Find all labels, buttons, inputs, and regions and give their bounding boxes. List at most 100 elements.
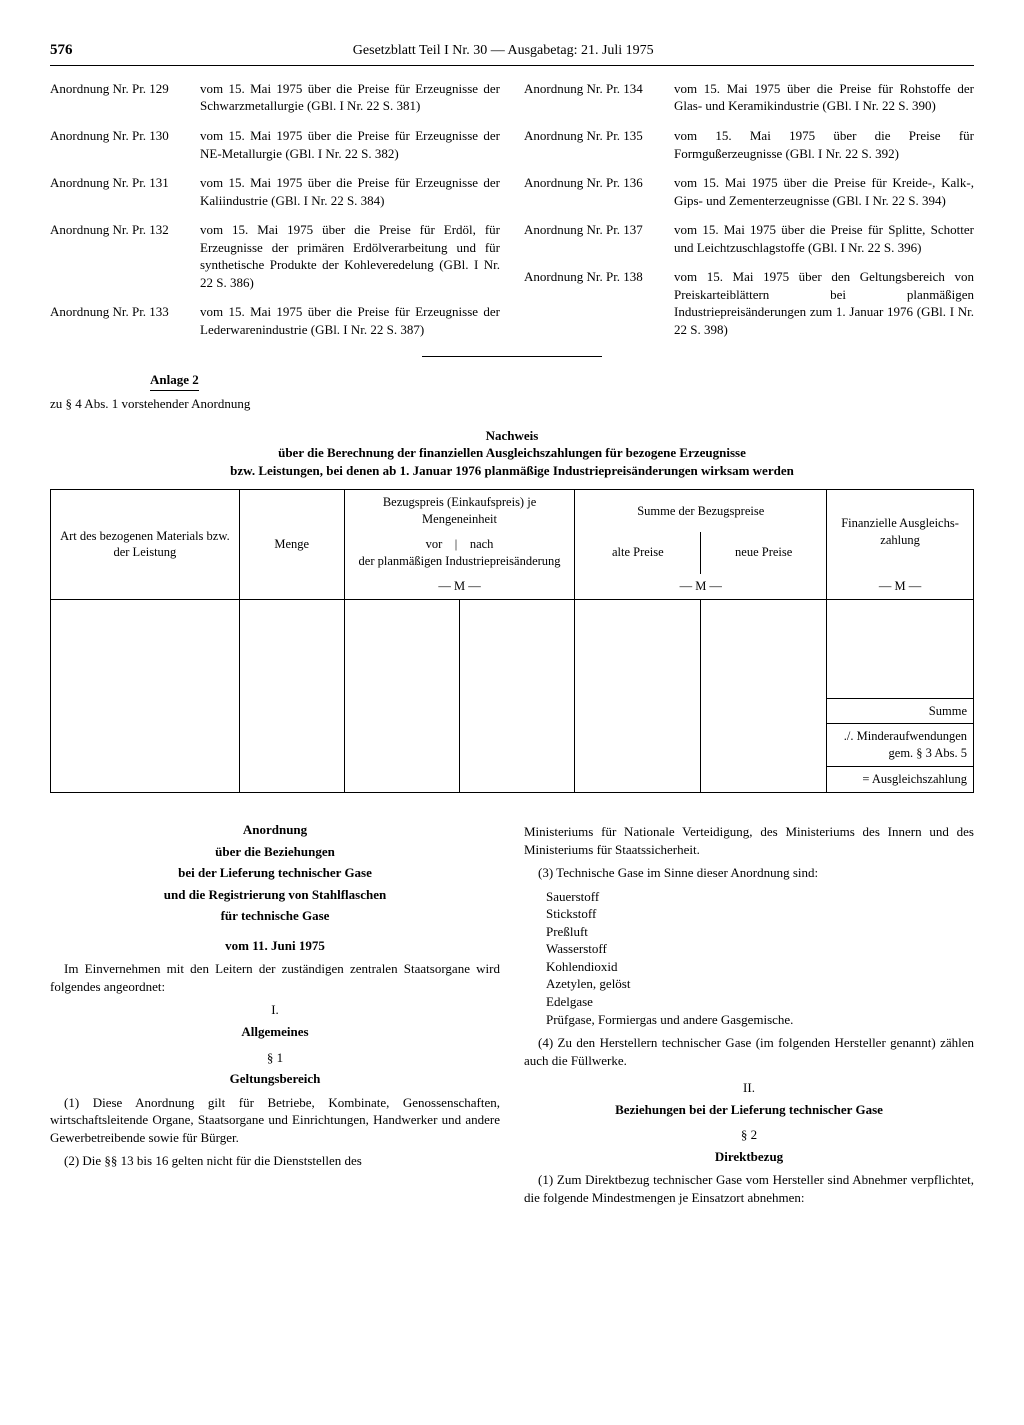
- cell-empty: [575, 599, 701, 793]
- ordinance-label: Anordnung Nr. Pr. 132: [50, 221, 200, 291]
- para1-1: (1) Diese Anordnung gilt für Betriebe, K…: [50, 1094, 500, 1147]
- separator-rule: [422, 356, 602, 357]
- reg-title3: bei der Lieferung technischer Gase: [50, 864, 500, 882]
- ordinance-row: Anordnung Nr. Pr. 133vom 15. Mai 1975 üb…: [50, 303, 500, 338]
- sec-II: II.: [524, 1079, 974, 1097]
- nachweis-sub1: über die Berechnung der finanziellen Aus…: [50, 444, 974, 462]
- cell-empty: [701, 599, 827, 793]
- cell-empty: [827, 599, 974, 698]
- ordinance-label: Anordnung Nr. Pr. 137: [524, 221, 674, 256]
- right-top: Ministeriums für Nationale Verteidigung,…: [524, 823, 974, 858]
- page-number: 576: [50, 40, 73, 60]
- reg-left: Anordnung über die Beziehungen bei der L…: [50, 817, 500, 1212]
- left-column: Anordnung Nr. Pr. 129vom 15. Mai 1975 üb…: [50, 80, 500, 351]
- right-column: Anordnung Nr. Pr. 134vom 15. Mai 1975 üb…: [524, 80, 974, 351]
- gas-item: Sauerstoff: [546, 888, 974, 906]
- ordinance-row: Anordnung Nr. Pr. 138vom 15. Mai 1975 üb…: [524, 268, 974, 338]
- ordinance-text: vom 15. Mai 1975 über die Preise für Erz…: [200, 174, 500, 209]
- ordinance-columns: Anordnung Nr. Pr. 129vom 15. Mai 1975 üb…: [50, 80, 974, 351]
- cell-empty: [344, 599, 459, 793]
- ordinance-row: Anordnung Nr. Pr. 130vom 15. Mai 1975 üb…: [50, 127, 500, 162]
- ordinance-text: vom 15. Mai 1975 über die Preise für Spl…: [674, 221, 974, 256]
- cell-minder: ./. Minder­aufwendungen gem. § 3 Abs. 5: [827, 724, 974, 767]
- th-ausgleich: Finanzielle Ausgleichs­zahlung: [827, 490, 974, 574]
- ordinance-text: vom 15. Mai 1975 über die Preise für Kre…: [674, 174, 974, 209]
- ordinance-label: Anordnung Nr. Pr. 130: [50, 127, 200, 162]
- ordinance-row: Anordnung Nr. Pr. 134vom 15. Mai 1975 üb…: [524, 80, 974, 115]
- reg-date: vom 11. Juni 1975: [50, 937, 500, 955]
- ordinance-label: Anordnung Nr. Pr. 136: [524, 174, 674, 209]
- gas-item: Stickstoff: [546, 905, 974, 923]
- ordinance-text: vom 15. Mai 1975 über die Preise für For…: [674, 127, 974, 162]
- th-alte: alte Preise: [575, 532, 701, 574]
- ordinance-row: Anordnung Nr. Pr. 135vom 15. Mai 1975 üb…: [524, 127, 974, 162]
- ordinance-row: Anordnung Nr. Pr. 131vom 15. Mai 1975 üb…: [50, 174, 500, 209]
- para2-1: (1) Zum Direktbezug technischer Gase vom…: [524, 1171, 974, 1206]
- reg-intro: Im Einvernehmen mit den Leitern der zust…: [50, 960, 500, 995]
- ordinance-text: vom 15. Mai 1975 über den Geltungsbereic…: [674, 268, 974, 338]
- nachweis-title: Nachweis: [50, 427, 974, 445]
- ordinance-label: Anordnung Nr. Pr. 135: [524, 127, 674, 162]
- cell-summe: Summe: [827, 698, 974, 724]
- para1-4: (4) Zu den Herstellern technischer Gase …: [524, 1034, 974, 1069]
- ordinance-row: Anordnung Nr. Pr. 136vom 15. Mai 1975 üb…: [524, 174, 974, 209]
- anlage-sub: zu § 4 Abs. 1 vorstehender Anordnung: [50, 395, 974, 413]
- th-unit-m3: — M —: [827, 574, 974, 599]
- ordinance-label: Anordnung Nr. Pr. 133: [50, 303, 200, 338]
- para1-3: (3) Technische Gase im Sinne dieser Anor…: [524, 864, 974, 882]
- ordinance-label: Anordnung Nr. Pr. 131: [50, 174, 200, 209]
- reg-right: Ministeriums für Nationale Verteidigung,…: [524, 817, 974, 1212]
- reg-title4: und die Registrierung von Stahlflaschen: [50, 886, 500, 904]
- para1-2: (2) Die §§ 13 bis 16 gelten nicht für di…: [50, 1152, 500, 1170]
- ordinance-row: Anordnung Nr. Pr. 132vom 15. Mai 1975 üb…: [50, 221, 500, 291]
- nachweis-sub2: bzw. Leistungen, bei denen ab 1. Januar …: [50, 462, 974, 480]
- reg-title2: über die Beziehungen: [50, 843, 500, 861]
- sec-I-label: Allgemeines: [50, 1023, 500, 1041]
- para1-title: Geltungsbereich: [50, 1070, 500, 1088]
- gas-item: Wasserstoff: [546, 940, 974, 958]
- header-title: Gesetzblatt Teil I Nr. 30 — Ausgabetag: …: [353, 42, 654, 61]
- cell-ausgleich: = Ausgleichs­zahlung: [827, 767, 974, 793]
- th-vor-nach: vor | nach der planmäßigen Industrieprei…: [344, 532, 575, 574]
- ordinance-label: Anordnung Nr. Pr. 129: [50, 80, 200, 115]
- th-bezugspreis-top: Bezugspreis (Einkaufspreis) je Mengenein…: [344, 490, 575, 532]
- th-material: Art des bezogenen Materials bzw. der Lei…: [51, 490, 240, 599]
- th-unit-m1: — M —: [344, 574, 575, 599]
- sec-II-label: Beziehungen bei der Lieferung technische…: [524, 1101, 974, 1119]
- cell-empty: [239, 599, 344, 793]
- th-planmaessig: der planmäßigen Industriepreisänderung: [359, 554, 561, 568]
- th-neue: neue Preise: [701, 532, 827, 574]
- anlage-label: Anlage 2: [150, 371, 199, 391]
- gas-item: Edelgase: [546, 993, 974, 1011]
- para2-title: Direktbezug: [524, 1148, 974, 1166]
- para1-label: § 1: [50, 1049, 500, 1067]
- th-menge: Menge: [239, 490, 344, 599]
- ordinance-text: vom 15. Mai 1975 über die Preise für Erz…: [200, 303, 500, 338]
- gas-item: Prüfgase, Formiergas und andere Gasgemis…: [546, 1011, 974, 1029]
- page-header: 576 Gesetzblatt Teil I Nr. 30 — Ausgabet…: [50, 40, 974, 66]
- gas-list: SauerstoffStickstoffPreßluftWasserstoffK…: [546, 888, 974, 1028]
- gas-item: Azetylen, gelöst: [546, 975, 974, 993]
- sec-I: I.: [50, 1001, 500, 1019]
- para2-label: § 2: [524, 1126, 974, 1144]
- th-summe-top: Summe der Bezugspreise: [575, 490, 827, 532]
- gas-item: Preßluft: [546, 923, 974, 941]
- cell-empty: [51, 599, 240, 793]
- ordinance-label: Anordnung Nr. Pr. 138: [524, 268, 674, 338]
- ordinance-text: vom 15. Mai 1975 über die Preise für Roh…: [674, 80, 974, 115]
- ordinance-text: vom 15. Mai 1975 über die Preise für Erz…: [200, 127, 500, 162]
- reg-title5: für technische Gase: [50, 907, 500, 925]
- th-vor: vor: [426, 537, 443, 551]
- cell-empty: [460, 599, 575, 793]
- ordinance-text: vom 15. Mai 1975 über die Preise für Erd…: [200, 221, 500, 291]
- calculation-table: Art des bezogenen Materials bzw. der Lei…: [50, 489, 974, 793]
- regulation-columns: Anordnung über die Beziehungen bei der L…: [50, 817, 974, 1212]
- ordinance-row: Anordnung Nr. Pr. 137vom 15. Mai 1975 üb…: [524, 221, 974, 256]
- th-unit-m2: — M —: [575, 574, 827, 599]
- nachweis-heading: Nachweis über die Berechnung der finanzi…: [50, 427, 974, 480]
- reg-title1: Anordnung: [50, 821, 500, 839]
- gas-item: Kohlendioxid: [546, 958, 974, 976]
- ordinance-row: Anordnung Nr. Pr. 129vom 15. Mai 1975 üb…: [50, 80, 500, 115]
- th-nach: nach: [470, 537, 494, 551]
- ordinance-text: vom 15. Mai 1975 über die Preise für Erz…: [200, 80, 500, 115]
